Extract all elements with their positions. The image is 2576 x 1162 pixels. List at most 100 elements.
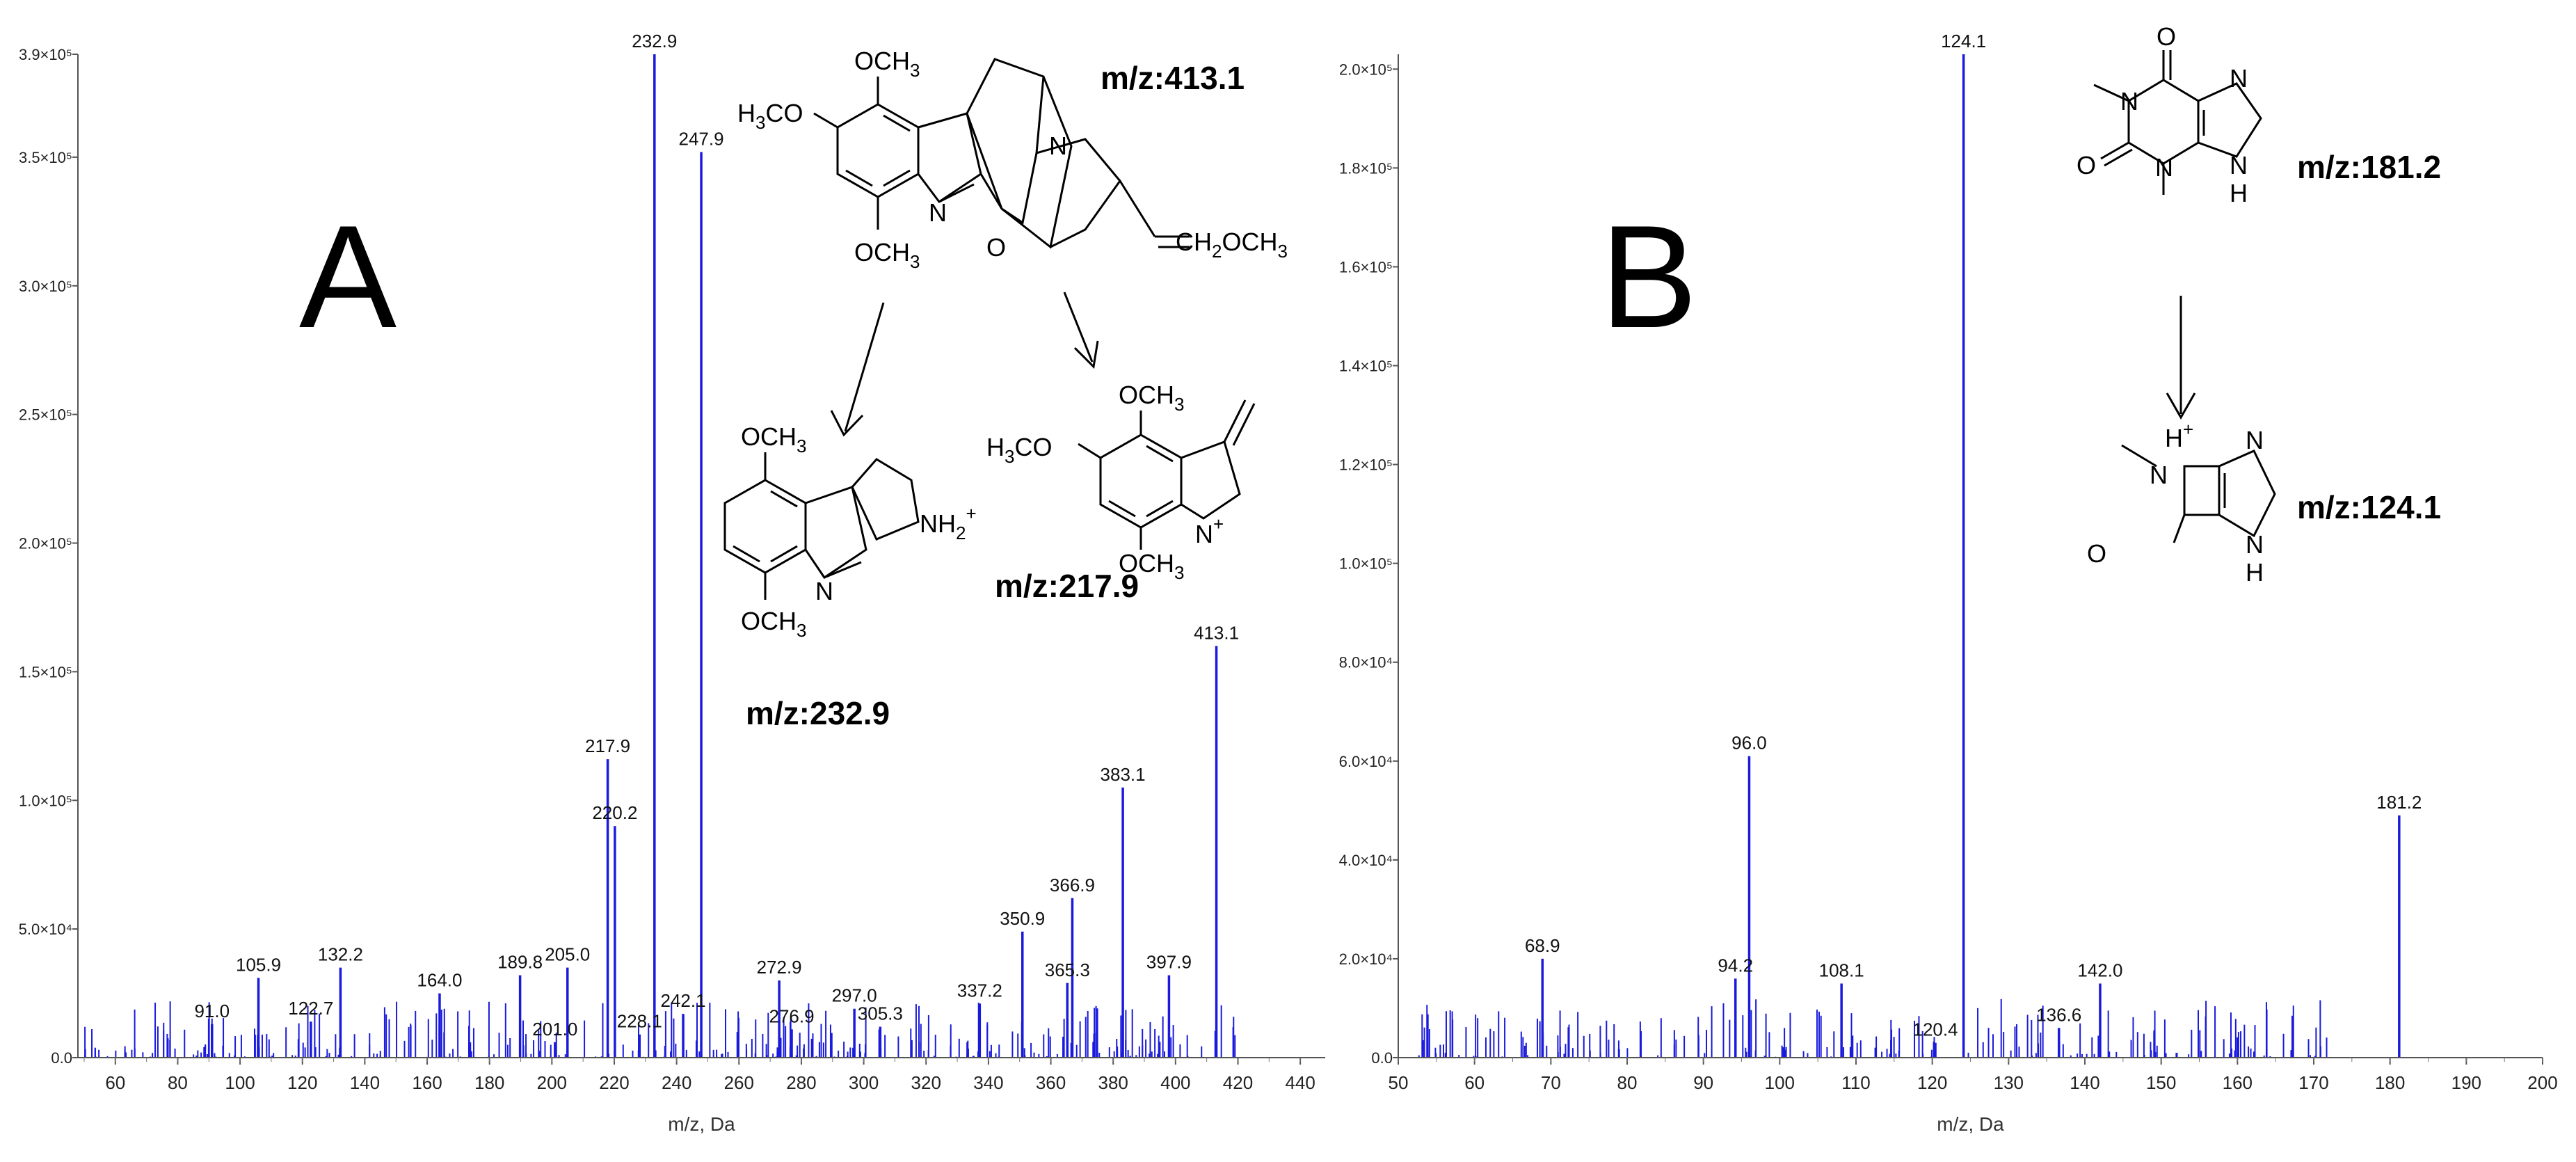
y-tick-label: 2.0×10⁵ (1339, 61, 1393, 78)
y-tick-label: 8.0×10⁴ (1339, 654, 1393, 671)
atom-n-cage: N (1049, 132, 1067, 160)
mz-annotation-181: m/z:181.2 (2297, 149, 2441, 185)
y-tick-label: 0.0 (51, 1049, 72, 1067)
peak-label: 220.2 (592, 802, 637, 823)
peak-label: 276.9 (769, 1005, 815, 1026)
x-tick-label: 140 (350, 1072, 380, 1093)
x-tick-label: 170 (2298, 1072, 2328, 1093)
atom-och3-f232-top: OCH3 (741, 422, 806, 456)
x-tick-label: 440 (1285, 1072, 1315, 1093)
atom-n-f232: N (815, 577, 833, 605)
structure-parent-413: OCH3 H3CO OCH3 N N O CH2OCH3 (737, 47, 1288, 272)
peak-label: 181.2 (2376, 792, 2422, 813)
x-tick-label: 150 (2146, 1072, 2176, 1093)
x-tick-label: 280 (786, 1072, 816, 1093)
peak-label: 397.9 (1146, 952, 1192, 973)
peak-label: 228.1 (617, 1011, 662, 1032)
peak-label: 350.9 (1000, 908, 1045, 929)
y-tick-label: 0.0 (1371, 1049, 1393, 1067)
mz-annotation-217: m/z:217.9 (995, 568, 1139, 604)
y-tick-label: 1.0×10⁵ (1339, 555, 1393, 573)
structure-fragment-217: OCH3 H3CO OCH3 N+ (986, 381, 1256, 583)
y-tick-label: 1.6×10⁵ (1339, 258, 1393, 276)
fragmentation-arrow-b (2166, 296, 2196, 420)
peak-label: 365.3 (1045, 960, 1090, 980)
x-tick-label: 140 (2070, 1072, 2099, 1093)
atom-nh2-f232: NH2+ (920, 503, 977, 543)
peak-label: 383.1 (1101, 764, 1146, 785)
peak-label: 94.2 (1718, 955, 1753, 976)
x-tick-label: 180 (2375, 1072, 2405, 1093)
atom-h3co-f217: H3CO (986, 433, 1052, 467)
atom-o-ether: O (986, 233, 1006, 262)
y-tick-label: 3.9×10⁵ (19, 46, 72, 63)
x-tick-label: 110 (1841, 1072, 1870, 1093)
x-tick-label: 340 (973, 1072, 1003, 1093)
peak-label: 232.9 (632, 31, 677, 51)
atom-n-b124-nh: N (2246, 530, 2264, 559)
spectrum-b-peak-labels: 68.9 94.2 96.0 108.1 120.4 124.1 136.6 142.0 181… (1525, 31, 2422, 1040)
peak-label: 108.1 (1819, 960, 1864, 980)
y-tick-label: 6.0×10⁴ (1339, 753, 1393, 770)
x-tick-label: 200 (537, 1072, 567, 1093)
peak-label: 132.2 (318, 944, 363, 965)
peak-label: 136.6 (2036, 1004, 2081, 1025)
atom-n-f217: N+ (1195, 514, 1224, 548)
x-tick-label: 90 (1693, 1072, 1713, 1093)
peak-label: 413.1 (1194, 622, 1239, 643)
y-tick-label: 2.5×10⁵ (19, 406, 72, 424)
y-tick-label: 2.0×10⁵ (19, 535, 72, 552)
structure-parent-181: O N O N N N H (2077, 22, 2262, 207)
x-tick-label: 130 (1994, 1072, 2024, 1093)
atom-h-b124-nh: H (2246, 558, 2264, 587)
atom-n-b124-imine: N (2246, 426, 2264, 454)
atom-n-b181-9: N (2230, 151, 2248, 180)
x-tick-label: 300 (849, 1072, 879, 1093)
x-tick-label: 220 (599, 1072, 629, 1093)
peak-label: 105.9 (236, 954, 281, 975)
x-tick-label: 360 (1036, 1072, 1066, 1093)
x-tick-label: 100 (225, 1072, 255, 1093)
peak-label: 305.3 (858, 1003, 903, 1024)
peak-label: 96.0 (1731, 733, 1767, 754)
x-tick-label: 320 (911, 1072, 941, 1093)
y-tick-label: 1.5×10⁵ (19, 663, 72, 681)
x-tick-label: 200 (2527, 1072, 2557, 1093)
peak-label: 164.0 (417, 970, 462, 991)
atom-n-b181-3: N (2155, 153, 2173, 182)
structure-fragment-232: OCH3 OCH3 N NH2+ (723, 422, 977, 641)
peak-label: 91.0 (194, 1001, 230, 1021)
spectrum-a-peak-labels: 91.0 105.9 122.7 132.2 164.0 189.8 201.0 205.0 2… (194, 31, 1239, 1040)
panel-label-a: A (299, 195, 397, 358)
x-tick-label: 420 (1223, 1072, 1253, 1093)
x-tick-label: 120 (1917, 1072, 1947, 1093)
x-tick-label: 260 (724, 1072, 754, 1093)
y-tick-label: 3.5×10⁵ (19, 149, 72, 166)
x-tick-label: 190 (2451, 1072, 2481, 1093)
spectrum-b-noise (1418, 998, 2328, 1058)
spectrum-b-axes: 50 60 70 80 90 100 110 120 130 140 150 160 170 180 190… (1339, 54, 2558, 1135)
atom-o-b181-top: O (2157, 22, 2176, 51)
x-tick-label: 80 (168, 1072, 188, 1093)
atom-n-indolenine: N (929, 198, 947, 227)
y-tick-label: 1.4×10⁵ (1339, 358, 1393, 375)
peak-label: 272.9 (757, 957, 802, 978)
atom-och3-f217-top: OCH3 (1119, 381, 1184, 415)
atom-och3-f232-bottom: OCH3 (741, 607, 806, 641)
peak-label: 124.1 (1941, 31, 1986, 51)
x-tick-label: 70 (1541, 1072, 1561, 1093)
spectrum-a-axes: 60 80 100 120 140 160 180 200 220 240 260 280 300 320… (19, 46, 1325, 1135)
y-tick-label: 5.0×10⁴ (19, 921, 72, 938)
mz-annotation-413: m/z:413.1 (1101, 60, 1245, 96)
atom-n-b124: N (2150, 461, 2168, 489)
y-tick-label: 1.2×10⁵ (1339, 456, 1393, 474)
peak-label: 217.9 (585, 735, 630, 756)
x-tick-label: 400 (1160, 1072, 1190, 1093)
atom-och3-bottom: OCH3 (854, 238, 920, 272)
x-tick-label: 160 (412, 1072, 442, 1093)
x-tick-label: 380 (1098, 1072, 1128, 1093)
peak-label: 68.9 (1525, 935, 1560, 956)
spectrum-a: 60 80 100 120 140 160 180 200 220 240 260 280 300 320… (19, 31, 1325, 1135)
